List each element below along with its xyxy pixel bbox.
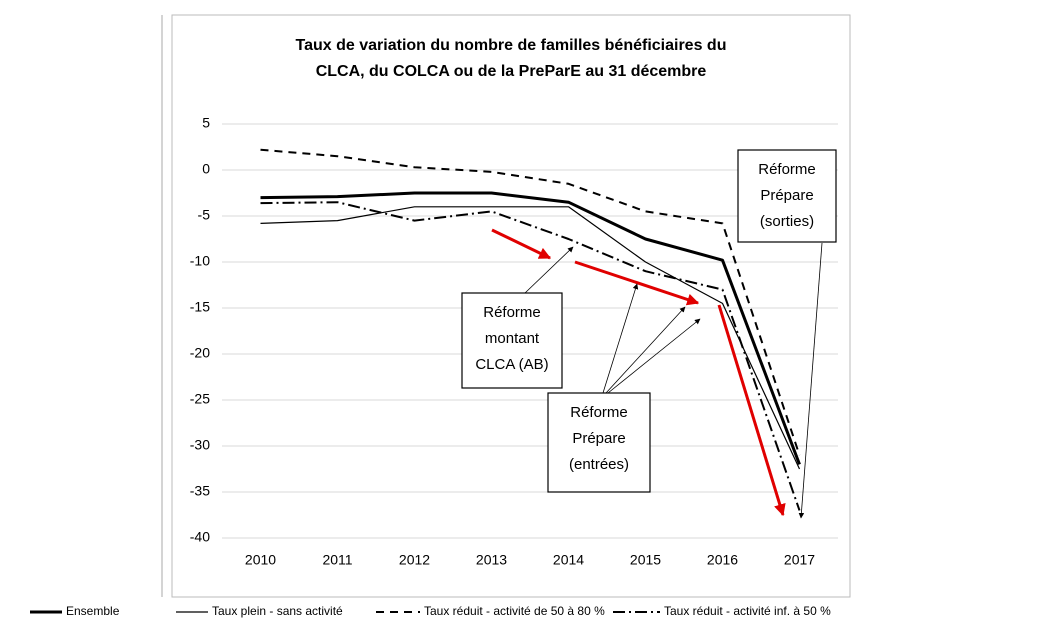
series-line bbox=[260, 206, 801, 470]
arrow bbox=[605, 306, 686, 394]
x-tick-label: 2014 bbox=[553, 552, 584, 568]
annotation-text: CLCA (AB) bbox=[475, 356, 548, 373]
annotation-box bbox=[737, 149, 837, 243]
red-arrow bbox=[717, 304, 786, 517]
arrow bbox=[607, 318, 701, 394]
series-line bbox=[260, 191, 801, 465]
annotations: Réforme montant CLCA (AB) Réforme Prépare (en… bbox=[461, 149, 837, 519]
y-tick-label: -35 bbox=[190, 483, 210, 499]
annotation-text: Prépare bbox=[760, 187, 813, 204]
annotation-text: montant bbox=[485, 330, 540, 347]
annotation-box bbox=[461, 292, 563, 389]
annotation-text: Prépare bbox=[572, 430, 625, 447]
y-tick-label: 5 bbox=[202, 115, 210, 131]
chart-title: CLCA, du COLCA ou de la PreParE au 31 dé… bbox=[316, 63, 707, 80]
arrow bbox=[602, 283, 639, 394]
annotation-text: (sorties) bbox=[760, 213, 814, 230]
legend-label: Taux réduit - activité inf. à 50 % bbox=[664, 604, 831, 618]
x-tick-label: 2011 bbox=[322, 552, 352, 568]
y-tick-label: -10 bbox=[190, 253, 210, 269]
legend-label: Taux réduit - activité de 50 à 80 % bbox=[424, 604, 605, 618]
annotation-text: Réforme bbox=[758, 161, 816, 178]
y-tick-label: -25 bbox=[190, 391, 210, 407]
annotation-text: Réforme bbox=[570, 404, 628, 421]
red-arrow bbox=[491, 228, 552, 260]
annotation-box bbox=[547, 392, 651, 493]
y-tick-label: -30 bbox=[190, 437, 210, 453]
x-tick-label: 2010 bbox=[245, 552, 276, 568]
y-tick-label: -20 bbox=[190, 345, 210, 361]
x-tick-label: 2017 bbox=[784, 552, 815, 568]
annotation-text: Réforme bbox=[483, 304, 541, 321]
chart-frame bbox=[171, 14, 851, 598]
x-tick-label: 2015 bbox=[630, 552, 661, 568]
x-tick-label: 2012 bbox=[399, 552, 430, 568]
y-tick-label: -15 bbox=[190, 299, 210, 315]
y-tick-label: -40 bbox=[190, 529, 210, 545]
arrow bbox=[798, 242, 823, 519]
series-line bbox=[260, 201, 801, 511]
chart-title: Taux de variation du nombre de familles … bbox=[296, 37, 727, 54]
legend-label: Ensemble bbox=[66, 604, 120, 618]
red-arrow bbox=[574, 260, 700, 306]
x-tick-label: 2016 bbox=[707, 552, 738, 568]
y-tick-label: 0 bbox=[202, 161, 210, 177]
annotation-text: (entrées) bbox=[569, 456, 629, 473]
series-line bbox=[260, 148, 801, 456]
y-tick-label: -5 bbox=[198, 207, 211, 223]
plot: -40 -35 -30 -25 -20 -15 -10 -5 0 5 2010 2011 2012 201… bbox=[190, 115, 838, 568]
x-tick-label: 2013 bbox=[476, 552, 507, 568]
legend-label: Taux plein - sans activité bbox=[212, 604, 343, 618]
legend: Ensemble Taux plein - sans activité Taux r… bbox=[30, 604, 831, 618]
arrow bbox=[524, 246, 574, 294]
